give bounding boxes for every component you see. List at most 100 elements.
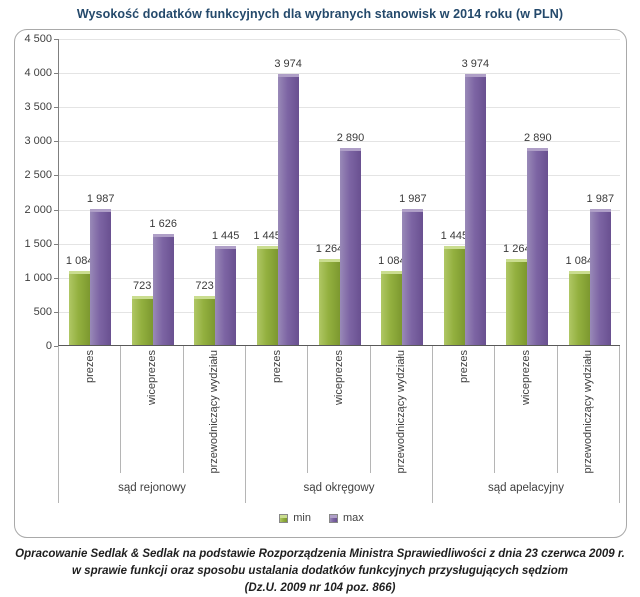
y-axis-label: 2 500 — [24, 169, 52, 181]
bar-max-prezes — [90, 209, 112, 345]
bar-min-prezes — [256, 246, 278, 345]
y-axis-tick — [54, 210, 58, 211]
y-axis-label: 3 500 — [24, 101, 52, 113]
category-cell: przewodniczący wydziału — [558, 346, 620, 474]
y-axis-tick — [54, 39, 58, 40]
gridline — [59, 244, 620, 245]
value-label: 1 445 — [211, 230, 240, 242]
bar-min-wiceprezes — [506, 259, 528, 345]
gridline — [59, 39, 620, 40]
legend-item-max: max — [328, 512, 364, 524]
category-label: wiceprezes — [519, 350, 532, 406]
value-label: 2 890 — [524, 132, 552, 144]
category-cell: wiceprezes — [308, 346, 371, 473]
legend-swatch-max — [328, 513, 338, 523]
bar-min-przewodniczący-wydziału — [568, 271, 590, 345]
y-axis-tick — [54, 107, 58, 108]
y-axis-tick — [54, 278, 58, 279]
y-axis-label: 500 — [33, 306, 52, 318]
group-label: sąd apelacyjny — [433, 473, 620, 503]
y-axis-label: 3 000 — [24, 135, 52, 147]
bar-max-wiceprezes — [152, 234, 174, 345]
value-label: 1 987 — [586, 193, 615, 205]
y-axis-label: 1 000 — [24, 272, 52, 284]
category-label: prezes — [457, 350, 470, 384]
value-label: 723 — [195, 280, 214, 292]
y-axis-tick — [54, 175, 58, 176]
legend-item-min: min — [279, 512, 311, 524]
y-axis-tick — [54, 312, 58, 313]
plot-area: 1 084 723 723 1 445 1 264 1 084 1 445 1 264 1 08… — [58, 39, 620, 346]
bar-min-prezes — [69, 271, 91, 345]
category-cell: prezes — [433, 346, 496, 473]
value-label: 1 987 — [86, 193, 115, 205]
bar-max-prezes — [464, 74, 486, 345]
value-label: 3 974 — [461, 58, 490, 70]
y-axis-label: 2 000 — [24, 204, 52, 216]
value-label: 1 626 — [149, 218, 177, 230]
value-label: 1 084 — [565, 255, 594, 267]
value-label: 3 974 — [274, 58, 302, 70]
category-cell: wiceprezes — [121, 346, 184, 473]
bar-min-wiceprezes — [131, 296, 153, 345]
y-axis-label: 0 — [45, 340, 52, 352]
category-cell: przewodniczący wydziału — [371, 346, 433, 474]
source-note: Opracowanie Sedlak & Sedlak na podstawie… — [0, 546, 640, 597]
legend-label-min: min — [293, 512, 311, 524]
category-cell: prezes — [58, 346, 122, 473]
category-label: przewodniczący wydziału — [208, 350, 221, 474]
category-label: wiceprezes — [332, 350, 345, 406]
gridline — [59, 175, 620, 176]
legend-label-max: max — [342, 512, 364, 524]
bar-max-przewodniczący-wydziału — [215, 246, 237, 345]
source-note-line-2: w sprawie funkcji oraz sposobu ustalania… — [72, 565, 568, 577]
value-label: 1 084 — [378, 255, 406, 267]
category-label: prezes — [83, 350, 96, 384]
category-cell: wiceprezes — [495, 346, 558, 473]
y-axis-label: 1 500 — [24, 238, 52, 250]
legend-swatch-min — [279, 513, 289, 523]
gridline — [59, 210, 620, 211]
y-axis-tick — [54, 141, 58, 142]
bar-max-wiceprezes — [340, 148, 361, 345]
category-axis: prezes wiceprezes przewodniczący wydziału p… — [58, 346, 620, 474]
y-axis-tick — [54, 73, 58, 74]
bar-max-wiceprezes — [527, 148, 549, 345]
value-label: 1 445 — [253, 230, 281, 242]
category-cell: prezes — [246, 346, 309, 473]
gridline — [59, 141, 620, 142]
legend: min max — [15, 507, 628, 529]
category-label: przewodniczący wydziału — [395, 350, 408, 474]
category-label: przewodniczący wydziału — [582, 350, 595, 474]
y-axis-label: 4 000 — [24, 67, 52, 79]
y-axis-label: 4 500 — [24, 33, 52, 45]
bar-min-wiceprezes — [319, 259, 340, 345]
value-label: 1 987 — [399, 193, 427, 205]
source-note-line-1: Opracowanie Sedlak & Sedlak na podstawie… — [15, 548, 625, 560]
group-label: sąd rejonowy — [58, 473, 246, 503]
bar-max-prezes — [277, 74, 299, 345]
gridline — [59, 73, 620, 74]
bar-max-przewodniczący-wydziału — [589, 209, 611, 345]
value-label: 1 264 — [315, 243, 344, 255]
source-note-line-3: (Dz.U. 2009 nr 104 poz. 866) — [244, 582, 396, 594]
gridline — [59, 107, 620, 108]
chart-title: Wysokość dodatków funkcyjnych dla wybran… — [76, 7, 564, 21]
value-label: 1 445 — [440, 230, 469, 242]
value-label: 2 890 — [336, 132, 365, 144]
bar-min-przewodniczący-wydziału — [381, 271, 403, 345]
bar-min-przewodniczący-wydziału — [194, 296, 216, 345]
category-label: prezes — [270, 350, 283, 384]
category-cell: przewodniczący wydziału — [184, 346, 246, 474]
value-label: 1 084 — [65, 255, 94, 267]
category-label: wiceprezes — [145, 350, 158, 406]
bar-min-prezes — [443, 246, 465, 345]
chart-frame: 1 084 723 723 1 445 1 264 1 084 1 445 1 264 1 08… — [14, 29, 627, 538]
y-axis-tick — [54, 244, 58, 245]
value-label: 1 264 — [503, 243, 531, 255]
y-axis-tick — [54, 346, 58, 347]
value-label: 723 — [133, 280, 152, 292]
group-axis: sąd rejonowy sąd okręgowy sąd apelacyjny — [58, 473, 620, 503]
group-label: sąd okręgowy — [246, 473, 433, 503]
